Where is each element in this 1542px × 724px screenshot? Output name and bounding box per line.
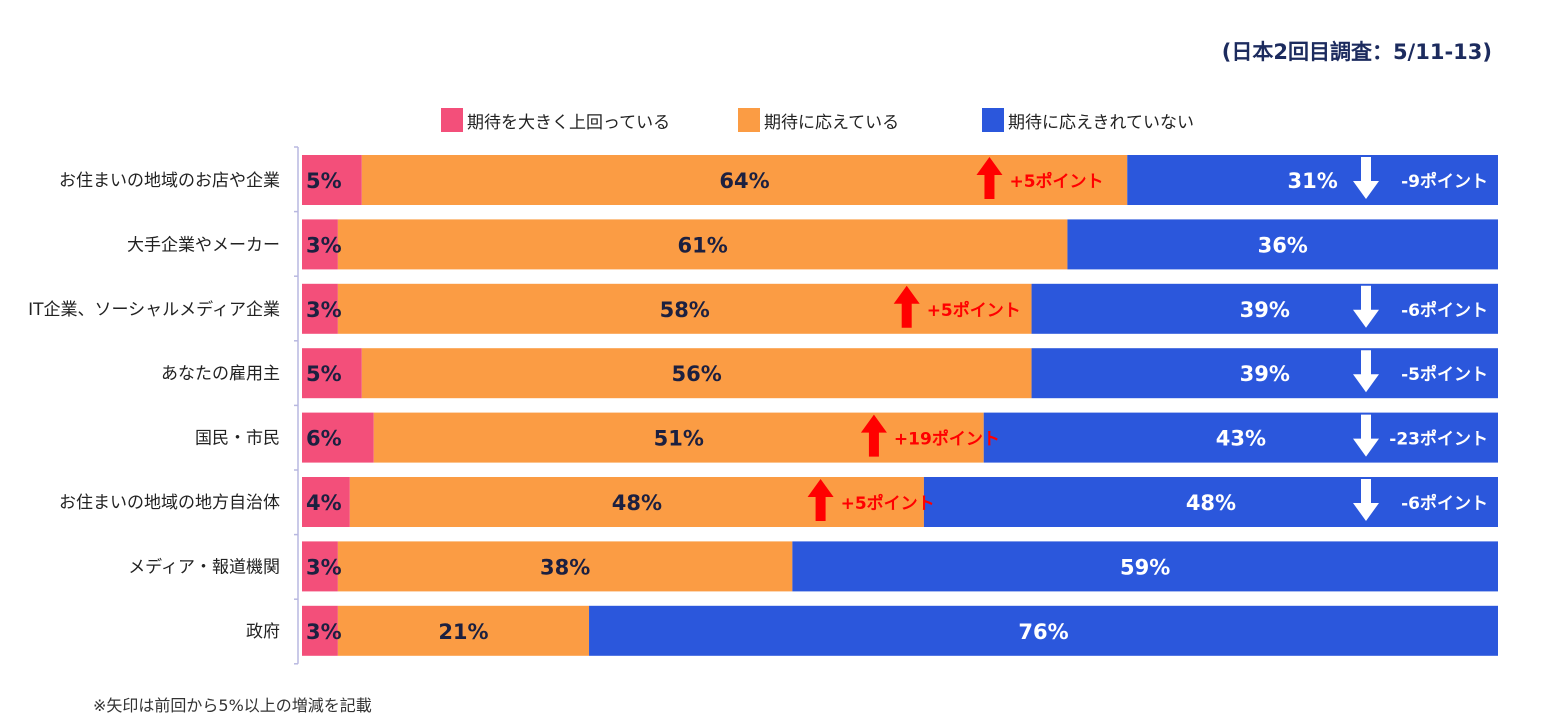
bar-segment-exceed (302, 155, 362, 205)
bar-segment-notmeet (589, 605, 1498, 656)
change-annotation: +19ポイント (894, 429, 1000, 450)
category-label: IT企業、ソーシャルメディア企業 (28, 299, 280, 320)
arrow-up-icon (976, 157, 1003, 199)
bar-segment-meet (337, 541, 793, 592)
bar-segment-exceed (302, 605, 338, 656)
category-label: 政府 (246, 622, 280, 642)
bar-segment-exceed (302, 283, 338, 334)
bar-segment-notmeet (1127, 155, 1498, 205)
arrow-up-icon (860, 414, 887, 457)
data-label: 4% (306, 491, 342, 515)
bar-segment-notmeet (923, 477, 1498, 527)
data-label: 3% (306, 298, 342, 322)
arrow-down-icon (1353, 157, 1379, 199)
data-label: 39% (1240, 362, 1290, 386)
data-label: 59% (1120, 555, 1170, 579)
change-annotation: +5ポイント (927, 300, 1021, 321)
legend-label-exceed: 期待を大きく上回っている (467, 112, 671, 133)
bar-segment-meet (349, 477, 924, 527)
data-label: 51% (654, 427, 704, 451)
survey-period-note: (日本2回目調査：5/11-13) (1221, 40, 1492, 64)
legend-item-exceed: 期待を大きく上回っている (441, 107, 670, 133)
data-label: 64% (719, 169, 769, 193)
data-label: 58% (660, 298, 710, 322)
data-label: 6% (306, 427, 342, 451)
bar-segment-meet (361, 155, 1128, 205)
category-label: あなたの雇用主 (161, 364, 280, 384)
data-label: 61% (678, 233, 728, 257)
arrow-up-icon (893, 285, 920, 328)
bar-segment-notmeet (983, 412, 1498, 463)
data-label: 36% (1258, 233, 1308, 257)
bar-segment-meet (337, 605, 590, 656)
arrow-down-icon (1353, 350, 1379, 393)
bar-segment-notmeet (1067, 219, 1498, 270)
data-label: 21% (438, 620, 488, 644)
bar-segment-meet (373, 412, 984, 463)
category-label: 国民・市民 (195, 429, 280, 449)
data-label: 48% (1186, 491, 1236, 515)
change-annotation: -9ポイント (1401, 171, 1488, 192)
change-annotation: -5ポイント (1401, 364, 1488, 385)
change-annotation: -6ポイント (1401, 300, 1488, 321)
data-label: 5% (306, 169, 342, 193)
category-label: メディア・報道機関 (128, 556, 280, 577)
bar-segment-exceed (302, 348, 362, 399)
data-label: 3% (306, 620, 342, 644)
data-label: 31% (1287, 169, 1337, 193)
bar-segment-exceed (302, 219, 338, 270)
data-label: 56% (672, 362, 722, 386)
bar-segment-notmeet (1031, 283, 1498, 334)
category-label: 大手企業やメーカー (127, 235, 280, 255)
data-label: 3% (306, 233, 342, 257)
legend-label-meet: 期待に応えている (764, 112, 900, 133)
bar-segment-exceed (302, 541, 338, 592)
bar-segment-meet (361, 348, 1032, 399)
category-label: お住まいの地域のお店や企業 (59, 171, 280, 191)
data-label: 5% (306, 362, 342, 386)
category-label: お住まいの地域の地方自治体 (59, 493, 280, 513)
legend-label-notmeet: 期待に応えきれていない (1008, 112, 1194, 133)
legend-item-meet: 期待に応えている (738, 107, 899, 133)
change-annotation: +5ポイント (1009, 171, 1103, 192)
arrow-down-icon (1353, 479, 1379, 521)
legend: 期待を大きく上回っている 期待に応えている 期待に応えきれていない (0, 107, 1542, 133)
bar-segment-meet (337, 283, 1032, 334)
arrow-down-icon (1353, 414, 1379, 457)
change-annotation: -23ポイント (1389, 429, 1488, 450)
arrow-up-icon (807, 479, 834, 521)
change-annotation: +5ポイント (841, 493, 935, 514)
data-label: 48% (612, 491, 662, 515)
bar-segment-notmeet (1031, 348, 1498, 399)
data-label: 3% (306, 555, 342, 579)
legend-swatch-notmeet (982, 108, 1004, 132)
bar-segment-exceed (302, 477, 350, 527)
data-label: 43% (1216, 427, 1266, 451)
change-annotation: -6ポイント (1401, 493, 1488, 514)
arrow-down-icon (1353, 285, 1379, 328)
data-label: 76% (1018, 620, 1068, 644)
legend-swatch-exceed (441, 108, 463, 132)
bar-segment-meet (337, 219, 1068, 270)
data-label: 39% (1240, 298, 1290, 322)
data-label: 38% (540, 555, 590, 579)
bar-segment-exceed (302, 412, 374, 463)
bar-segment-notmeet (792, 541, 1498, 592)
legend-item-notmeet: 期待に応えきれていない (982, 107, 1194, 133)
footnote: ※矢印は前回から5%以上の増減を記載 (93, 696, 372, 715)
legend-swatch-meet (738, 108, 760, 132)
